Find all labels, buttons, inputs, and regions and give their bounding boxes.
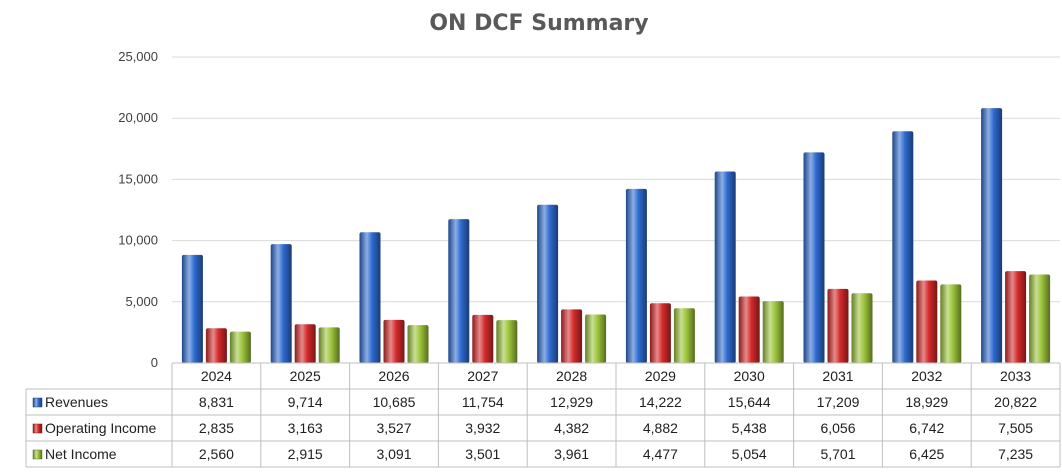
data-label: 6,056 bbox=[820, 420, 855, 436]
data-label: 18,929 bbox=[905, 394, 948, 410]
bar-operating-income bbox=[827, 288, 849, 363]
x-tick-label: 2024 bbox=[201, 368, 232, 384]
legend-key-revenues bbox=[32, 397, 43, 408]
y-tick-label: 0 bbox=[151, 355, 158, 370]
gridlines bbox=[172, 56, 1060, 303]
x-tick-label: 2028 bbox=[556, 368, 587, 384]
data-label: 5,701 bbox=[820, 446, 855, 462]
x-tick-label: 2026 bbox=[378, 368, 409, 384]
bar-revenues bbox=[448, 219, 470, 363]
data-label: 6,425 bbox=[909, 446, 944, 462]
data-label: 3,501 bbox=[465, 446, 500, 462]
x-tick-label: 2025 bbox=[290, 368, 321, 384]
bar-operating-income bbox=[383, 319, 405, 363]
bar-net-income bbox=[229, 331, 251, 363]
data-label: 12,929 bbox=[550, 394, 593, 410]
data-label: 8,831 bbox=[199, 394, 234, 410]
data-label: 4,882 bbox=[643, 420, 678, 436]
bar-operating-income bbox=[205, 328, 227, 363]
bars bbox=[181, 108, 1051, 363]
bar-operating-income bbox=[649, 303, 671, 363]
data-label: 11,754 bbox=[462, 394, 504, 410]
data-label: 2,560 bbox=[199, 446, 234, 462]
data-label: 17,209 bbox=[817, 394, 860, 410]
x-tick-label: 2030 bbox=[734, 368, 765, 384]
data-label: 4,382 bbox=[554, 420, 589, 436]
bar-operating-income bbox=[294, 324, 316, 363]
bar-revenues bbox=[625, 188, 647, 363]
legend-label: Revenues bbox=[45, 394, 108, 410]
data-label: 7,235 bbox=[998, 446, 1033, 462]
bar-revenues bbox=[537, 204, 559, 363]
data-label: 20,822 bbox=[994, 394, 1037, 410]
bar-revenues bbox=[270, 244, 292, 363]
y-axis-labels: 0 5,000 10,000 15,000 20,000 25,000 bbox=[118, 49, 158, 370]
bar-operating-income bbox=[1005, 271, 1027, 363]
data-label: 10,685 bbox=[373, 394, 416, 410]
x-tick-label: 2031 bbox=[822, 368, 853, 384]
chart-title: ON DCF Summary bbox=[429, 11, 648, 36]
bar-net-income bbox=[318, 327, 340, 363]
x-tick-label: 2029 bbox=[645, 368, 676, 384]
y-tick-label: 15,000 bbox=[118, 171, 158, 186]
bar-operating-income bbox=[916, 280, 938, 363]
bar-net-income bbox=[585, 314, 607, 363]
data-label: 3,163 bbox=[288, 420, 323, 436]
bar-revenues bbox=[892, 131, 914, 363]
bar-net-income bbox=[496, 320, 518, 363]
y-tick-label: 20,000 bbox=[118, 110, 158, 125]
y-tick-label: 10,000 bbox=[118, 233, 158, 248]
bar-net-income bbox=[1029, 274, 1051, 363]
data-label: 6,742 bbox=[909, 420, 944, 436]
legend-key-net-income bbox=[32, 449, 43, 460]
bar-revenues bbox=[181, 254, 203, 363]
legend-label: Net Income bbox=[45, 446, 117, 462]
bar-revenues bbox=[359, 232, 381, 363]
bar-revenues bbox=[714, 171, 736, 363]
data-label: 5,054 bbox=[732, 446, 767, 462]
data-label: 7,505 bbox=[998, 420, 1033, 436]
bar-operating-income bbox=[561, 309, 583, 363]
bar-net-income bbox=[940, 284, 962, 363]
bar-net-income bbox=[851, 293, 873, 363]
data-label: 3,527 bbox=[376, 420, 411, 436]
bar-revenues bbox=[803, 152, 825, 363]
data-label: 4,477 bbox=[643, 446, 678, 462]
legend-label: Operating Income bbox=[45, 420, 156, 436]
x-tick-label: 2027 bbox=[467, 368, 498, 384]
bar-net-income bbox=[762, 301, 784, 363]
data-table: 2024 2025 2026 2027 2028 2029 2030 2031 2032 2033… bbox=[25, 362, 1061, 468]
bar-net-income bbox=[407, 325, 429, 363]
bar-net-income bbox=[673, 308, 695, 363]
data-label: 2,835 bbox=[199, 420, 234, 436]
data-label: 14,222 bbox=[639, 394, 682, 410]
data-label: 3,961 bbox=[554, 446, 589, 462]
bar-operating-income bbox=[738, 296, 760, 363]
data-label: 2,915 bbox=[288, 446, 323, 462]
legend-key-operating-income bbox=[32, 423, 43, 434]
y-tick-label: 25,000 bbox=[118, 49, 158, 64]
y-tick-label: 5,000 bbox=[125, 294, 158, 309]
data-label: 5,438 bbox=[732, 420, 767, 436]
data-label: 3,091 bbox=[376, 446, 411, 462]
x-tick-label: 2032 bbox=[911, 368, 942, 384]
x-tick-label: 2033 bbox=[1000, 368, 1031, 384]
data-label: 9,714 bbox=[288, 394, 323, 410]
bar-operating-income bbox=[472, 314, 494, 363]
bar-revenues bbox=[981, 108, 1003, 363]
data-label: 3,932 bbox=[465, 420, 500, 436]
data-label: 15,644 bbox=[728, 394, 771, 410]
